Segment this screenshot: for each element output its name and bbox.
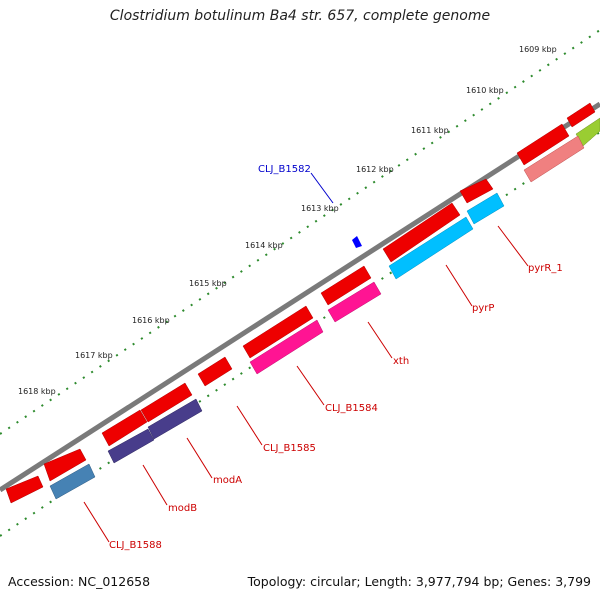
genome-backbone — [0, 101, 600, 493]
gene-label-clj-b1582[interactable]: CLJ_B1582 — [258, 164, 311, 175]
cds-feature[interactable] — [388, 216, 474, 280]
gene-label-pyrr-1[interactable]: pyrR_1 — [528, 263, 563, 274]
gene-label-modb[interactable]: modB — [168, 503, 197, 514]
scale-label-1616: 1616 kbp — [132, 316, 170, 325]
cds-feature[interactable] — [107, 428, 155, 464]
gene-label-clj-b1585[interactable]: CLJ_B1585 — [263, 443, 316, 454]
leader-line — [83, 501, 110, 543]
gene-feature[interactable] — [382, 202, 461, 263]
leader-line — [236, 405, 263, 446]
gene-feature[interactable] — [5, 475, 44, 504]
scale-label-1611: 1611 kbp — [411, 126, 449, 135]
gene-label-clj-b1588[interactable]: CLJ_B1588 — [109, 540, 162, 551]
scale-label-1609: 1609 kbp — [519, 45, 557, 54]
clj-b1582-marker[interactable] — [352, 236, 362, 248]
gene-feature[interactable] — [516, 123, 570, 166]
leader-line — [310, 172, 334, 204]
leader-line — [367, 321, 393, 359]
gene-feature[interactable] — [459, 178, 494, 204]
genome-summary-text: Topology: circular; Length: 3,977,794 bp… — [247, 574, 591, 589]
gene-label-clj-b1584[interactable]: CLJ_B1584 — [325, 403, 378, 414]
leader-line — [445, 264, 473, 307]
leader-line — [497, 225, 529, 267]
cds-feature[interactable] — [327, 281, 382, 323]
scale-label-1618: 1618 kbp — [18, 387, 56, 396]
outer-tick-track — [0, 29, 600, 435]
cds-feature[interactable] — [249, 319, 324, 375]
scale-label-1615: 1615 kbp — [189, 279, 227, 288]
gene-feature[interactable] — [140, 382, 193, 423]
cds-feature[interactable] — [466, 192, 505, 225]
gene-feature[interactable] — [320, 265, 372, 306]
gene-feature[interactable] — [566, 102, 596, 128]
cds-feature[interactable] — [49, 463, 96, 500]
scale-label-1612: 1612 kbp — [356, 165, 394, 174]
map-title: Clostridium botulinum Ba4 str. 657, comp… — [109, 8, 491, 24]
scale-label-1613: 1613 kbp — [301, 204, 339, 213]
cds-feature[interactable] — [147, 398, 203, 440]
gene-label-xth[interactable]: xth — [393, 356, 409, 367]
gene-feature[interactable] — [197, 356, 233, 387]
scale-label-1614: 1614 kbp — [245, 241, 283, 250]
leader-line — [186, 437, 213, 479]
scale-label-1617: 1617 kbp — [75, 351, 113, 360]
cds-feature[interactable] — [523, 135, 585, 183]
accession-text: Accession: NC_012658 — [8, 574, 151, 589]
gene-feature[interactable] — [101, 409, 148, 447]
leader-line — [142, 464, 168, 506]
gene-label-pyrp[interactable]: pyrP — [472, 303, 494, 314]
gene-label-moda[interactable]: modA — [213, 475, 242, 486]
leader-line — [296, 365, 325, 406]
gene-feature[interactable] — [43, 448, 87, 482]
gene-feature[interactable] — [242, 305, 314, 359]
scale-label-1610: 1610 kbp — [466, 86, 504, 95]
